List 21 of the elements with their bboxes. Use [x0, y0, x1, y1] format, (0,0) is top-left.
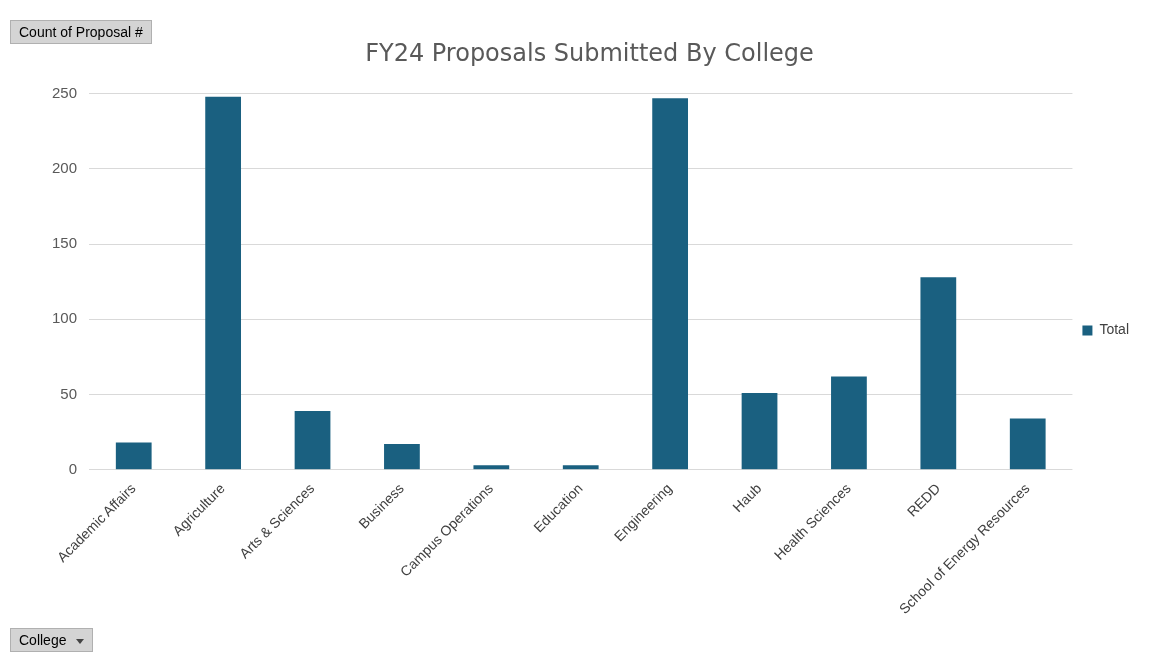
bar — [1009, 418, 1046, 470]
bar — [920, 277, 957, 470]
bar — [562, 465, 599, 470]
bar — [384, 444, 420, 470]
bar — [741, 392, 778, 470]
bar — [831, 376, 867, 470]
chart-title: FY24 Proposals Submitted By College — [365, 38, 814, 67]
y-tick-label: 250 — [52, 83, 78, 101]
bar — [115, 442, 152, 470]
y-tick-label: 150 — [52, 234, 78, 252]
y-axis-title: Count of Proposal # — [10, 20, 152, 44]
bar — [473, 465, 510, 470]
bar — [294, 411, 331, 470]
bar — [205, 96, 242, 470]
bar — [652, 98, 689, 470]
y-tick-label: 200 — [52, 159, 78, 177]
y-tick-label: 0 — [68, 459, 78, 477]
y-tick-label: 50 — [60, 384, 78, 402]
legend-label: Total — [1099, 321, 1130, 338]
x-axis-title: College — [19, 632, 67, 648]
y-tick-label: 100 — [52, 309, 78, 327]
